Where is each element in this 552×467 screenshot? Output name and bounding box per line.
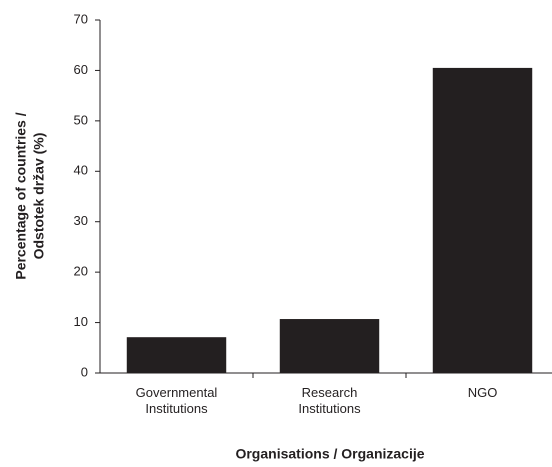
y-tick-label: 60 — [74, 62, 88, 77]
y-axis-title: Odstotek držav (%) — [31, 133, 47, 260]
y-tick-label: 50 — [74, 112, 88, 127]
bar — [279, 319, 380, 373]
y-tick-label: 70 — [74, 11, 88, 26]
y-tick-label: 10 — [74, 314, 88, 329]
x-axis-title: Organisations / Organizacije — [235, 446, 424, 462]
bar — [432, 67, 533, 374]
x-tick-label-box: NGO — [467, 385, 498, 400]
bar — [126, 337, 227, 373]
y-tick-label: 40 — [74, 163, 88, 178]
y-axis-title: Percentage of countries / — [13, 112, 29, 279]
x-tick-label-box: Governmental Institutions — [135, 385, 218, 416]
x-tick-label: Research Institutions — [298, 385, 361, 416]
x-tick-label-box: Research Institutions — [298, 385, 361, 416]
x-tick-label: Governmental Institutions — [135, 385, 218, 416]
y-tick-label: 0 — [81, 364, 88, 379]
y-tick-label: 30 — [74, 213, 88, 228]
x-tick-label: NGO — [467, 385, 498, 400]
y-tick-label: 20 — [74, 264, 88, 279]
